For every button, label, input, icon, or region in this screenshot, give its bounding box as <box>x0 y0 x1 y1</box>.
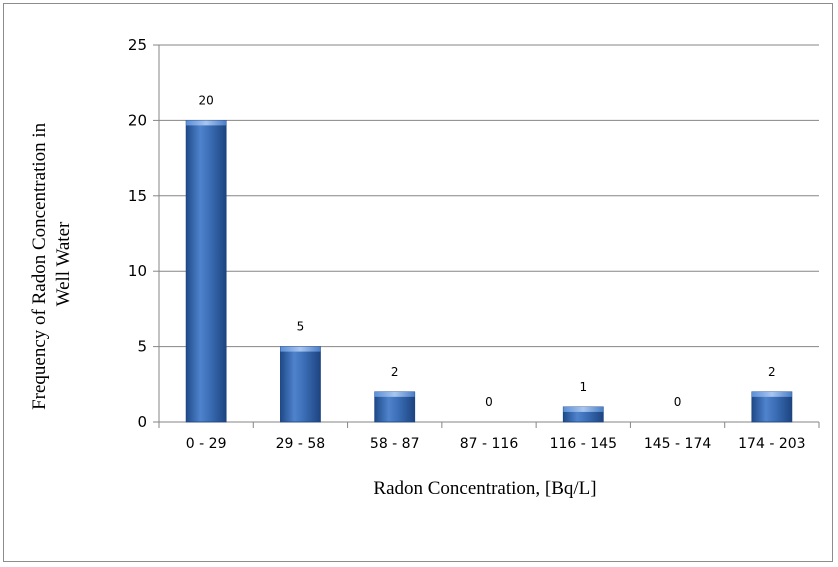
y-tick-label: 10 <box>128 262 147 280</box>
bar-body <box>280 346 321 423</box>
data-label: 2 <box>768 365 776 379</box>
bars <box>185 120 793 423</box>
x-tick-label: 87 - 116 <box>460 436 519 452</box>
data-label: 2 <box>391 365 399 379</box>
bar-body <box>185 120 227 423</box>
x-tick-label: 145 - 174 <box>644 436 711 452</box>
bar-cap <box>751 391 792 397</box>
bar-cap <box>186 120 227 126</box>
bar-body <box>751 391 793 423</box>
y-axis-title: Frequency of Radon Concentration in Well… <box>29 118 74 410</box>
x-axis-title: Radon Concentration, [Bq/L] <box>373 478 596 499</box>
y-tick-label: 20 <box>128 111 147 129</box>
bar <box>280 346 321 423</box>
y-axis-title-line-2: Well Water <box>53 221 74 306</box>
y-tick-label: 25 <box>128 36 147 54</box>
y-tick-label: 5 <box>137 338 147 356</box>
x-axis: 0 - 29 29 - 58 58 - 87 87 - 116 116 - 145 145… <box>158 421 820 452</box>
x-tick-label: 29 - 58 <box>276 436 326 452</box>
data-label: 0 <box>674 395 682 409</box>
bar <box>562 406 604 423</box>
x-tick-label: 116 - 145 <box>550 436 617 452</box>
data-label: 0 <box>485 395 493 409</box>
x-tick-label: 58 - 87 <box>370 436 420 452</box>
x-tick-label: 0 - 29 <box>186 436 227 452</box>
bar-body <box>374 391 416 423</box>
data-label: 5 <box>297 320 305 334</box>
bar <box>374 391 416 423</box>
data-label: 20 <box>199 93 214 107</box>
bar <box>751 391 793 423</box>
y-tick-label: 0 <box>137 413 147 431</box>
y-axis: 0 5 10 15 20 25 <box>128 36 160 431</box>
y-axis-title-line-1: Frequency of Radon Concentration in <box>29 122 50 410</box>
x-tick-label: 174 - 203 <box>738 436 805 452</box>
bar-cap <box>374 391 415 397</box>
bar-cap <box>563 406 604 412</box>
bar <box>185 120 227 423</box>
data-label: 1 <box>579 380 587 394</box>
y-tick-label: 15 <box>128 187 147 205</box>
bar-cap <box>280 346 321 352</box>
gridlines <box>159 44 819 348</box>
chart-frame <box>3 3 833 562</box>
